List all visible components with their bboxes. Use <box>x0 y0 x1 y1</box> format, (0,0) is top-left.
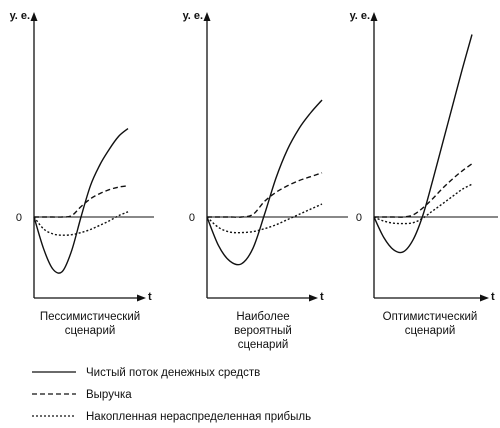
zero-tick-label: 0 <box>189 212 195 224</box>
y-axis-label: у. е. <box>183 10 203 22</box>
x-axis-arrow-icon <box>137 294 146 302</box>
series-line-dotted <box>373 183 473 225</box>
chart-panel-2: у. е. t 0 Наиболее вероятный сценарий <box>183 10 348 351</box>
chart-panel-1: у. е. t 0 Пессимистический сценарий <box>10 10 154 337</box>
series-line-dotted <box>33 211 129 236</box>
y-axis-arrow-icon <box>30 12 38 21</box>
chart-panel-3: у. е. t 0 Оптимистический сценарий <box>350 10 498 337</box>
chart-caption-line: Пессимистический <box>40 311 140 323</box>
series-line-solid <box>373 34 473 254</box>
x-axis-arrow-icon <box>309 294 318 302</box>
y-axis-label: у. е. <box>10 10 30 22</box>
legend-item: Выручка <box>32 389 132 401</box>
series-line-dotted <box>206 203 323 234</box>
series-line-dashed <box>207 172 323 218</box>
legend-label: Выручка <box>86 389 132 401</box>
zero-tick-label: 0 <box>16 212 22 224</box>
y-axis-arrow-icon <box>203 12 211 21</box>
x-axis-label: t <box>148 291 152 303</box>
zero-tick-label: 0 <box>356 212 362 224</box>
series-line-solid <box>33 128 129 274</box>
y-axis-label: у. е. <box>350 10 370 22</box>
series-line-dashed <box>34 185 129 218</box>
chart-caption-line: Наиболее <box>236 311 289 323</box>
legend-label: Накопленная нераспределенная прибыль <box>86 411 311 423</box>
chart-caption-line: сценарий <box>405 325 456 337</box>
x-axis-label: t <box>320 291 324 303</box>
chart-caption-line: сценарий <box>65 325 116 337</box>
series-line-dashed <box>374 163 473 218</box>
chart-caption-line: Оптимистический <box>383 311 478 323</box>
series-line-solid <box>206 99 323 266</box>
y-axis-arrow-icon <box>370 12 378 21</box>
legend-label: Чистый поток денежных средств <box>86 367 260 379</box>
chart-caption-line: сценарий <box>238 339 289 351</box>
x-axis-label: t <box>491 291 495 303</box>
legend: Чистый поток денежных средств Выручка Нако… <box>32 367 311 423</box>
chart-caption-line: вероятный <box>234 325 292 337</box>
x-axis-arrow-icon <box>480 294 489 302</box>
legend-item: Чистый поток денежных средств <box>32 367 260 379</box>
charts-layer: у. е. t 0 Пессимистический сценарий у. е. t 0 На… <box>10 10 498 351</box>
legend-item: Накопленная нераспределенная прибыль <box>32 411 311 423</box>
